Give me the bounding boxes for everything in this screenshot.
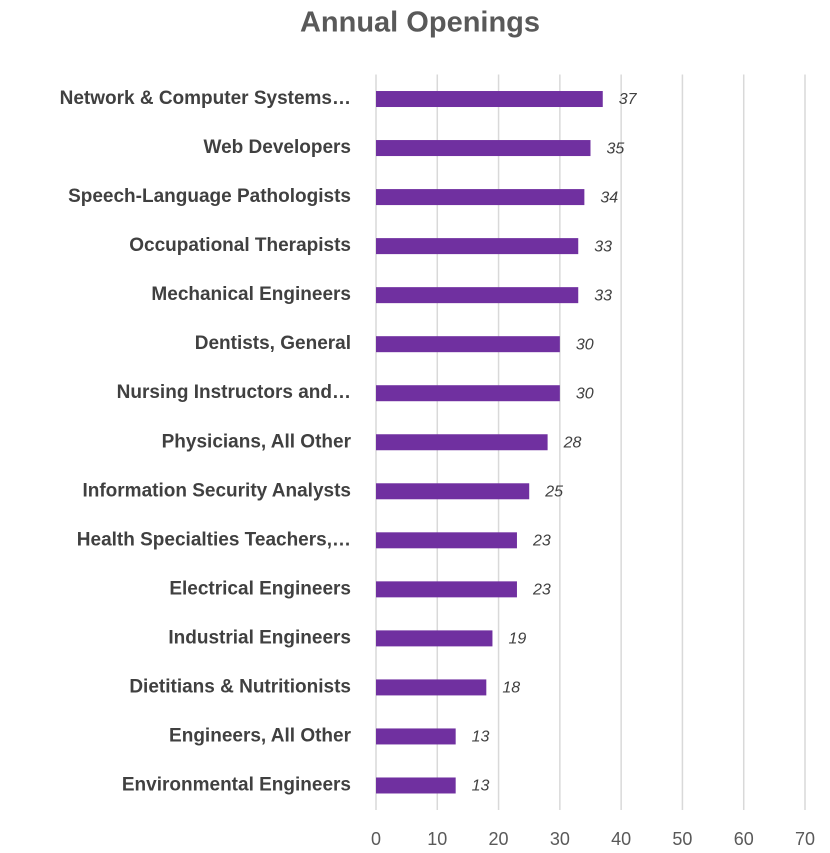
- x-tick-label: 0: [371, 829, 381, 849]
- bar: [376, 189, 585, 206]
- value-label: 13: [472, 778, 490, 795]
- y-tick-label: Mechanical Engineers: [151, 284, 351, 305]
- y-tick-label: Engineers, All Other: [169, 725, 352, 746]
- x-tick-label: 30: [550, 829, 570, 849]
- x-tick-label: 50: [672, 829, 692, 849]
- value-label: 33: [594, 287, 612, 304]
- value-label: 23: [532, 582, 551, 599]
- x-tick-label: 40: [611, 829, 631, 849]
- bar: [376, 336, 560, 353]
- y-tick-label: Web Developers: [204, 137, 351, 158]
- value-label: 35: [607, 140, 625, 157]
- y-tick-label: Industrial Engineers: [168, 627, 351, 648]
- bar: [376, 630, 493, 647]
- bar: [376, 91, 603, 108]
- bar: [376, 483, 530, 500]
- value-label: 25: [544, 484, 563, 501]
- bar: [376, 581, 517, 598]
- value-label: 18: [502, 680, 520, 697]
- value-label: 30: [576, 385, 594, 402]
- bar: [376, 287, 579, 304]
- y-tick-label: Nursing Instructors and…: [117, 382, 351, 403]
- y-tick-label: Occupational Therapists: [129, 235, 351, 256]
- bar: [376, 238, 579, 255]
- bar: [376, 532, 517, 549]
- value-label: 30: [576, 336, 594, 353]
- y-tick-label: Speech-Language Pathologists: [68, 186, 351, 207]
- value-label: 19: [508, 631, 526, 648]
- x-tick-label: 10: [427, 829, 447, 849]
- value-label: 13: [472, 729, 490, 746]
- bar: [376, 728, 456, 745]
- bar: [376, 140, 591, 157]
- y-tick-label: Electrical Engineers: [169, 578, 351, 599]
- value-label: 34: [600, 189, 618, 206]
- value-label: 37: [619, 91, 638, 108]
- x-tick-label: 60: [734, 829, 754, 849]
- y-tick-label: Dentists, General: [195, 333, 351, 354]
- y-tick-label: Environmental Engineers: [122, 774, 351, 795]
- bar: [376, 385, 560, 402]
- chart-title: Annual Openings: [300, 7, 540, 39]
- y-tick-label: Information Security Analysts: [82, 480, 351, 501]
- x-tick-label: 70: [795, 829, 815, 849]
- value-label: 23: [532, 533, 551, 550]
- value-label: 28: [563, 434, 582, 451]
- y-tick-label: Health Specialties Teachers,…: [77, 529, 351, 550]
- y-tick-label: Physicians, All Other: [162, 431, 352, 452]
- x-tick-label: 20: [489, 829, 509, 849]
- y-tick-label: Network & Computer Systems…: [60, 88, 351, 109]
- bar: [376, 434, 548, 451]
- bar: [376, 679, 487, 696]
- y-tick-label: Dietitians & Nutritionists: [129, 676, 351, 697]
- value-label: 33: [594, 238, 612, 255]
- bar: [376, 777, 456, 794]
